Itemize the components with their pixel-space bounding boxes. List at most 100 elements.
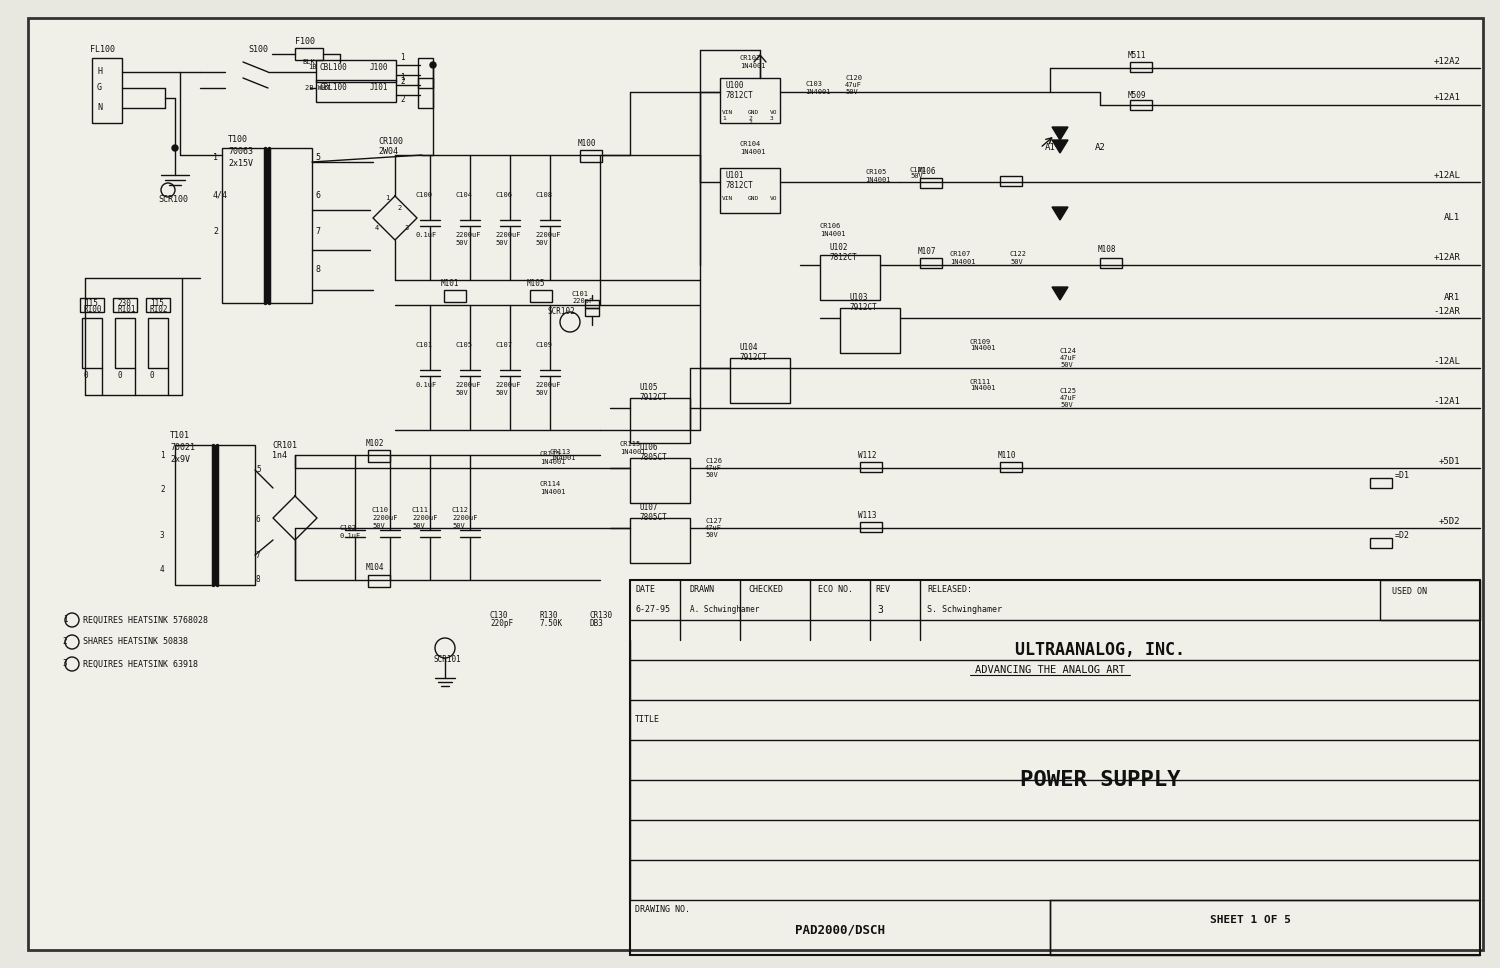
- Bar: [214, 445, 255, 585]
- Text: 1: 1: [213, 154, 217, 163]
- Text: 6-27-95: 6-27-95: [634, 606, 670, 615]
- Text: U100: U100: [724, 81, 744, 90]
- Text: CR106
1N4001: CR106 1N4001: [821, 224, 846, 236]
- Text: DB3: DB3: [590, 619, 604, 627]
- Bar: [419, 78, 434, 108]
- Text: C122
50V: C122 50V: [1010, 252, 1028, 264]
- Polygon shape: [1052, 127, 1068, 140]
- Text: M101: M101: [441, 279, 459, 287]
- Text: S100: S100: [248, 45, 268, 54]
- Text: DRAWN: DRAWN: [690, 586, 715, 594]
- Text: M509: M509: [1128, 90, 1146, 100]
- Text: +5D1: +5D1: [1438, 458, 1460, 467]
- Text: 2: 2: [400, 96, 405, 105]
- Text: -12AL: -12AL: [1432, 357, 1460, 367]
- Text: C112: C112: [452, 507, 470, 513]
- Text: 50V: 50V: [413, 523, 424, 529]
- Bar: [1000, 176, 1022, 186]
- Text: C100: C100: [416, 192, 432, 198]
- Text: POWER SUPPLY: POWER SUPPLY: [1020, 770, 1180, 790]
- Text: 5: 5: [315, 154, 320, 163]
- Text: 7812CT: 7812CT: [724, 182, 753, 191]
- Text: U106: U106: [640, 443, 658, 452]
- Text: 2x15V: 2x15V: [228, 160, 254, 168]
- Text: DRAWING NO.: DRAWING NO.: [634, 905, 690, 915]
- Text: +12A2: +12A2: [1432, 57, 1460, 67]
- Bar: [419, 58, 434, 88]
- Text: DATE: DATE: [634, 586, 656, 594]
- Text: 7812CT: 7812CT: [830, 254, 858, 262]
- Bar: [730, 358, 790, 403]
- Text: 6: 6: [315, 191, 320, 199]
- Text: 2200uF: 2200uF: [454, 382, 480, 388]
- Text: 4: 4: [375, 225, 380, 231]
- Text: U102: U102: [830, 244, 849, 253]
- Text: 2: 2: [160, 486, 165, 495]
- Text: 2: 2: [63, 638, 68, 647]
- Text: 1: 1: [722, 115, 726, 120]
- Text: FL100: FL100: [90, 45, 116, 54]
- Text: 8: 8: [315, 265, 320, 275]
- Text: 2W04: 2W04: [378, 147, 398, 157]
- Text: 3: 3: [63, 659, 68, 669]
- Text: CBL100: CBL100: [320, 64, 348, 73]
- Text: CR115
1N4001: CR115 1N4001: [540, 451, 566, 465]
- Text: C120
47uF
50V: C120 47uF 50V: [844, 75, 862, 95]
- Text: VIN: VIN: [722, 196, 734, 200]
- Text: USED ON: USED ON: [1392, 588, 1428, 596]
- Text: 0.1uF: 0.1uF: [416, 232, 436, 238]
- Text: CR111
1N4001: CR111 1N4001: [970, 378, 996, 391]
- Text: J101: J101: [370, 83, 388, 93]
- Text: C127
47uF
50V: C127 47uF 50V: [705, 518, 722, 538]
- Bar: [1130, 62, 1152, 72]
- Text: 7912CT: 7912CT: [640, 394, 668, 403]
- Text: 6: 6: [256, 516, 261, 525]
- Text: CR130: CR130: [590, 611, 613, 620]
- Bar: [267, 148, 312, 303]
- Text: 230: 230: [117, 298, 130, 308]
- Bar: [920, 258, 942, 268]
- Bar: [116, 318, 135, 368]
- Polygon shape: [1052, 287, 1068, 300]
- Text: 2x9V: 2x9V: [170, 455, 190, 464]
- Text: 2200uF: 2200uF: [536, 382, 561, 388]
- Text: U103: U103: [850, 293, 868, 302]
- Text: GND: GND: [748, 196, 759, 200]
- Text: R100: R100: [84, 306, 102, 315]
- Text: 50V: 50V: [536, 390, 548, 396]
- Text: 2: 2: [213, 227, 217, 236]
- Text: 1n4: 1n4: [272, 450, 286, 460]
- Text: ULTRAANALOG, INC.: ULTRAANALOG, INC.: [1016, 641, 1185, 659]
- Text: SHEET 1 OF 5: SHEET 1 OF 5: [1209, 915, 1290, 925]
- Text: 7: 7: [256, 551, 261, 560]
- Text: SCR101: SCR101: [433, 655, 462, 664]
- Text: C121
50V: C121 50V: [910, 166, 927, 179]
- Text: ECO NO.: ECO NO.: [818, 586, 854, 594]
- Text: W112: W112: [858, 450, 876, 460]
- Bar: [176, 445, 214, 585]
- Text: R130: R130: [540, 611, 558, 620]
- Text: 8: 8: [256, 576, 261, 585]
- Text: C125
47uF
50V: C125 47uF 50V: [1060, 388, 1077, 408]
- Text: CR105
1N4001: CR105 1N4001: [865, 169, 891, 183]
- Bar: [580, 150, 602, 162]
- Text: 50V: 50V: [372, 523, 384, 529]
- Bar: [630, 458, 690, 503]
- Bar: [222, 148, 267, 303]
- Bar: [316, 60, 396, 82]
- Text: +12AL: +12AL: [1432, 171, 1460, 180]
- Polygon shape: [1052, 140, 1068, 153]
- Text: CR113
1N4001: CR113 1N4001: [550, 448, 576, 462]
- Text: 115: 115: [84, 298, 98, 308]
- Text: R102: R102: [150, 306, 168, 315]
- Text: W113: W113: [858, 510, 876, 520]
- Text: 50V: 50V: [536, 240, 548, 246]
- Text: 3: 3: [878, 605, 884, 615]
- Bar: [859, 462, 882, 472]
- Text: AR1: AR1: [1444, 293, 1460, 302]
- Text: F100: F100: [296, 38, 315, 46]
- Text: 70021: 70021: [170, 442, 195, 451]
- Text: M100: M100: [578, 138, 597, 147]
- Text: 2200uF: 2200uF: [495, 382, 520, 388]
- Text: T100: T100: [228, 136, 248, 144]
